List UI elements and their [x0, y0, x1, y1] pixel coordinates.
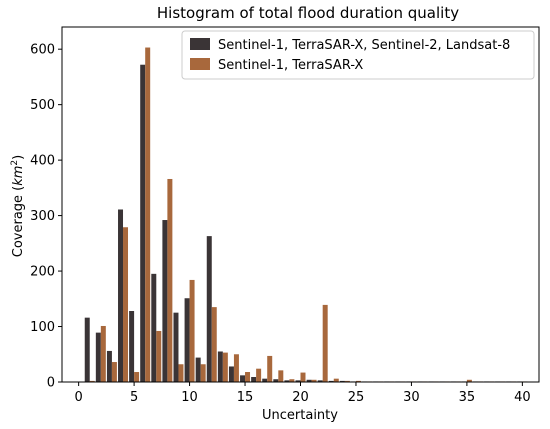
bar-series-2-x-35: [466, 379, 472, 382]
x-axis-label: Uncertainty: [262, 408, 338, 423]
y-axis-label-unit: km: [11, 166, 26, 186]
bar-series-1-x-12: [206, 236, 212, 382]
bar-series-2-x-4: [123, 227, 129, 382]
bar-series-2-x-9: [178, 364, 184, 382]
y-axis-label-superscript: 2: [10, 160, 20, 166]
bar-series-1-x-24: [339, 380, 345, 382]
bar-series-2-x-25: [355, 380, 361, 382]
bar-series-2-x-18: [278, 370, 284, 382]
x-tick-label: 30: [403, 390, 420, 405]
bar-series-2-x-11: [200, 364, 206, 382]
x-tick-label: 0: [74, 390, 82, 405]
bar-series-1-x-20: [295, 380, 301, 382]
bar-series-1-x-8: [162, 220, 168, 382]
bar-series-2-x-13: [222, 352, 228, 382]
x-tick-label: 40: [514, 390, 531, 405]
y-tick-label: 200: [30, 265, 55, 280]
bar-series-1-x-16: [251, 377, 257, 382]
bar-series-1-x-6: [140, 64, 146, 382]
bar-series-1-x-18: [273, 379, 279, 382]
y-tick-label: 0: [47, 376, 55, 391]
legend-swatch-series-2: [190, 58, 210, 70]
x-tick-label: 25: [348, 390, 365, 405]
bar-series-2-x-20: [300, 372, 306, 382]
x-tick-label: 35: [459, 390, 476, 405]
bar-series-1-x-5: [129, 311, 135, 382]
bar-series-2-x-14: [233, 354, 239, 382]
bar-series-1-x-9: [173, 312, 179, 382]
bars-group: [84, 47, 528, 382]
bar-series-1-x-7: [151, 273, 157, 382]
legend-label-series-2: Sentinel-1, TerraSAR-X: [218, 58, 363, 73]
y-tick-label: 500: [30, 98, 55, 113]
bar-series-2-x-12: [211, 307, 217, 382]
bar-series-2-x-17: [267, 355, 273, 382]
y-tick-label: 300: [30, 209, 55, 224]
bar-series-1-x-15: [240, 375, 246, 382]
x-axis-ticks: 0 5 10 15 20 25 30 35 40: [74, 382, 531, 405]
y-tick-label: 600: [30, 43, 55, 58]
y-axis-label-close: ): [11, 155, 26, 160]
bar-series-2-x-22: [322, 304, 328, 382]
bar-series-1-x-13: [217, 351, 223, 382]
chart-title: Histogram of total flood duration qualit…: [157, 4, 459, 22]
bar-series-2-x-21: [311, 379, 317, 382]
bar-series-1-x-2: [95, 332, 101, 382]
bar-series-1-x-23: [328, 380, 334, 382]
x-tick-label: 10: [181, 390, 198, 405]
bar-series-2-x-10: [189, 279, 195, 382]
y-tick-label: 400: [30, 154, 55, 169]
x-tick-label: 5: [130, 390, 138, 405]
bar-series-2-x-16: [256, 368, 262, 382]
x-tick-label: 20: [292, 390, 309, 405]
y-axis-ticks: 0 100 200 300 400 500 600: [30, 43, 62, 391]
legend: Sentinel-1, TerraSAR-X, Sentinel-2, Land…: [181, 30, 535, 80]
bar-series-2-x-2: [100, 325, 106, 382]
bar-series-1-x-22: [317, 380, 323, 382]
y-axis-label-main: Coverage (: [11, 186, 26, 258]
bar-series-1-x-11: [195, 357, 201, 382]
bar-series-1-x-19: [284, 380, 290, 382]
bar-series-1-x-1: [84, 317, 90, 382]
bar-series-2-x-24: [344, 380, 350, 382]
legend-box: [181, 30, 535, 80]
bar-series-1-x-17: [262, 378, 268, 382]
bar-series-1-x-4: [118, 209, 124, 382]
bar-series-2-x-8: [167, 178, 173, 382]
y-axis-label: Coverage (km2): [10, 155, 26, 258]
bar-series-2-x-6: [145, 47, 151, 382]
bar-series-2-x-15: [245, 372, 251, 382]
bar-series-1-x-21: [306, 379, 312, 382]
bar-series-2-x-19: [289, 379, 295, 382]
bar-series-2-x-23: [333, 378, 339, 382]
bar-series-1-x-3: [106, 350, 112, 382]
bar-series-1-x-14: [228, 366, 234, 382]
legend-label-series-1: Sentinel-1, TerraSAR-X, Sentinel-2, Land…: [218, 38, 510, 53]
x-tick-label: 15: [237, 390, 254, 405]
bar-series-2-x-7: [156, 330, 162, 382]
legend-swatch-series-1: [190, 38, 210, 50]
bar-series-2-x-5: [134, 372, 140, 382]
bar-series-2-x-3: [111, 362, 117, 382]
y-tick-label: 100: [30, 320, 55, 335]
bar-series-1-x-10: [184, 298, 190, 382]
bar-series-2-x-1: [89, 380, 95, 382]
